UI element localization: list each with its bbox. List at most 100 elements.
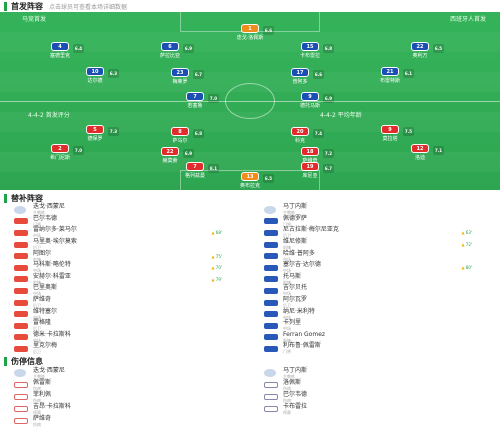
player-position: 中场	[33, 268, 41, 274]
list-item[interactable]: 卡列里 中场	[264, 320, 500, 332]
away-player[interactable]: 21 6.1 布雷特斯	[360, 67, 420, 84]
shirt-icon: 7 8.1	[186, 162, 219, 173]
player-position: 中场	[33, 314, 41, 320]
home-player[interactable]: 8 6.8 萨乌尔	[150, 127, 210, 144]
player-position: 门将	[283, 349, 291, 355]
list-item[interactable]: 佩德罗萨 门将	[264, 215, 500, 228]
list-item[interactable]: 萨维奇 后卫	[14, 297, 250, 309]
list-item[interactable]: 阿尔瓦罗 后卫	[264, 297, 500, 309]
list-item[interactable]: 维特塞尔 中场	[14, 308, 250, 320]
list-item[interactable]: 吉昂·卡拉斯科 停赛	[14, 403, 250, 415]
list-item[interactable]: 吉尔贝托 中场	[264, 285, 500, 297]
player-position: 门将	[33, 221, 41, 227]
list-item[interactable]: 哈维·普阿多 中场	[264, 250, 500, 262]
sub-in-time: 79'	[211, 277, 222, 282]
player-name: 马里奥·埃尔莫索	[33, 238, 77, 246]
away-player[interactable]: 22 6.5 奥利万	[390, 42, 450, 59]
home-player[interactable]: 22 6.9 赫莫索	[140, 147, 200, 164]
list-item[interactable]: 迭戈·西蒙尼 主教练	[14, 204, 250, 216]
shirt-icon: 19 6.7	[301, 162, 334, 173]
list-item[interactable]: 里克尔梅 后卫	[14, 343, 250, 355]
list-item[interactable]: 洛佩斯 伤病	[264, 379, 500, 391]
player-rating: 6.4	[72, 44, 84, 53]
list-item[interactable]: Ferran Gomez 前锋	[264, 331, 500, 344]
pitch-stripe	[0, 32, 500, 52]
shirt-icon: 15 6.8	[301, 42, 334, 53]
away-formation: 4-4-2 平均年龄	[320, 112, 362, 119]
player-name: 库尼亚	[302, 173, 318, 179]
sub-in-time: 80'	[461, 265, 472, 270]
player-rating: 6.9	[182, 149, 194, 158]
list-item[interactable]: 雷格隆 后卫	[14, 320, 250, 332]
away-player[interactable]: 10 6.3 达尔德	[65, 67, 125, 84]
list-item[interactable]: 德米·卡拉斯科 中场	[14, 331, 250, 344]
list-item[interactable]: 佩雷斯 伤病	[14, 379, 250, 391]
player-position: 后卫	[33, 349, 41, 355]
shirt-icon: 6 6.9	[161, 42, 194, 53]
home-player[interactable]: 18 7.2 萨维奇	[280, 147, 340, 164]
away-player[interactable]: 6 6.9 萨拉比亚	[140, 42, 200, 59]
player-name: 普阿多	[292, 79, 308, 85]
sub-in-time: 68'	[211, 230, 222, 235]
subs-section-header: 替补阵容	[0, 192, 500, 204]
away-subs-list: 马丁内斯主教练佩德罗萨门将尼古拉斯·梅尔尼亚克后卫63'维尼修斯前锋72'哈维·…	[250, 204, 500, 355]
player-rating: 6.1	[402, 69, 414, 78]
list-item[interactable]: 马丁内斯 主教练	[264, 367, 500, 379]
shirt-icon: 13 6.5	[241, 172, 274, 183]
player-rating: 8.1	[207, 164, 219, 173]
jersey-icon	[264, 229, 278, 236]
shirt-icon: 7 7.0	[186, 92, 219, 103]
away-player[interactable]: 1 6.6 迭戈·洛佩斯	[220, 24, 280, 41]
jersey-icon	[14, 406, 28, 412]
list-item[interactable]: 卡布雷拉 停赛	[264, 403, 500, 415]
player-rating: 6.8	[322, 44, 334, 53]
away-player[interactable]: 23 6.7 梅莱罗	[150, 68, 210, 85]
home-player[interactable]: 5 7.3 德保罗	[65, 125, 125, 142]
jersey-icon	[14, 311, 28, 318]
list-item[interactable]: 巴尔韦德 伤病	[264, 391, 500, 403]
list-item[interactable]: 迭戈·西蒙尼 主教练	[14, 367, 250, 379]
away-player[interactable]: 4 6.4 塞德里克	[30, 42, 90, 59]
list-item[interactable]: 利布鲁·佩雷斯 门将	[264, 343, 500, 355]
lineup-section-subtitle: 点击球员可查看本场详细数据	[49, 3, 128, 11]
jersey-icon	[14, 418, 28, 424]
player-name: 卡列里	[283, 319, 302, 327]
home-player[interactable]: 7 8.1 格列兹曼	[165, 162, 225, 179]
away-player[interactable]: 17 6.6 普阿多	[270, 68, 330, 85]
player-name: 菲利佩	[33, 390, 52, 398]
home-player[interactable]: 2 7.0 希门尼斯	[30, 144, 90, 161]
list-item[interactable]: 马丁内斯 主教练	[264, 204, 500, 216]
jersey-icon	[264, 241, 278, 248]
player-name: 科克	[294, 138, 305, 144]
player-position: 中场	[283, 291, 291, 297]
away-player[interactable]: 9 6.9 德托马斯	[280, 92, 340, 109]
list-item[interactable]: 巴尔韦德 门将	[14, 215, 250, 228]
player-position: 主教练	[283, 373, 295, 379]
player-position: 后卫	[33, 326, 41, 332]
list-item[interactable]: 马里奥·埃尔莫索 后卫	[14, 239, 250, 251]
away-player[interactable]: 15 6.8 卡布雷拉	[280, 42, 340, 59]
home-subs-list: 迭戈·西蒙尼主教练巴尔韦德门将雷纳尔多·莱马尔中场68'马里奥·埃尔莫索后卫阿图…	[0, 204, 250, 355]
home-player[interactable]: 12 7.1 洛迪	[390, 144, 450, 161]
player-position: 伤病	[283, 385, 291, 391]
list-item[interactable]: 纳尼·米利特 中场	[264, 308, 500, 320]
home-player[interactable]: 20 7.4 科克	[270, 127, 330, 144]
lineup-section-header: 首发阵容 点击球员可查看本场详细数据	[0, 0, 500, 12]
list-item[interactable]: 托马斯 前锋	[264, 273, 500, 286]
home-player[interactable]: 13 6.5 奥布拉克	[220, 172, 280, 189]
player-position: 前锋	[283, 337, 291, 343]
list-item[interactable]: 巴里奥斯 中场	[14, 285, 250, 297]
away-player[interactable]: 7 7.0 若塞鲁	[165, 92, 225, 109]
list-item[interactable]: 菲利佩 伤病	[14, 391, 250, 403]
home-player[interactable]: 19 6.7 库尼亚	[280, 162, 340, 179]
list-item[interactable]: 萨维奇 伤病	[14, 415, 250, 427]
home-player[interactable]: 9 7.5 莫拉塔	[360, 125, 420, 142]
